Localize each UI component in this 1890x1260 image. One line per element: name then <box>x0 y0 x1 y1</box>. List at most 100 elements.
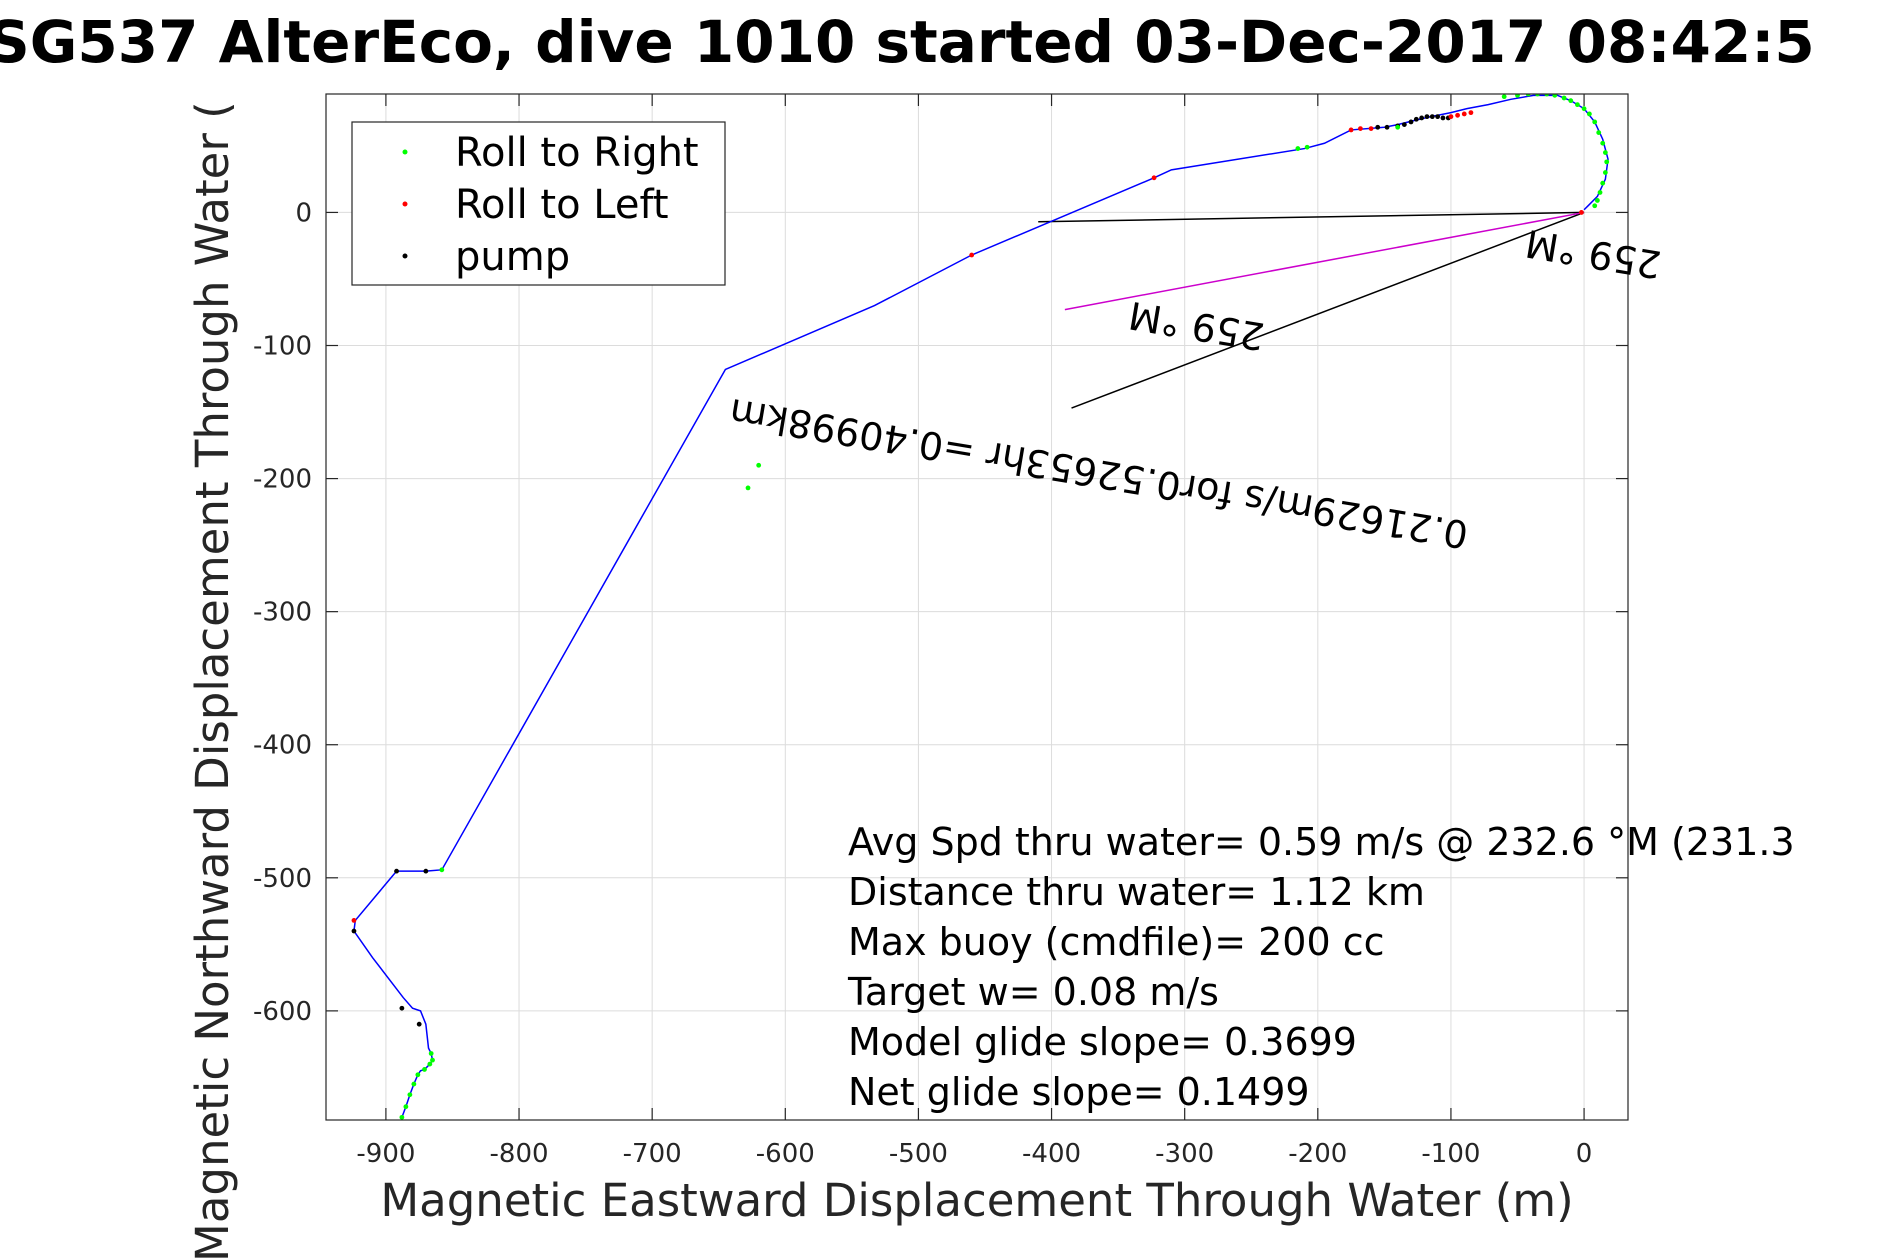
x-tick-label-1: -800 <box>490 1139 549 1169</box>
roll-right-marker-10 <box>745 485 751 491</box>
roll-right-marker-22 <box>1568 98 1574 104</box>
current-vector-line-1 <box>1071 211 1585 409</box>
roll-right-marker-1 <box>403 1104 409 1110</box>
pump-marker-3 <box>399 1005 405 1011</box>
stat-max-buoy: Max buoy (cmdfile)= 200 cc <box>848 920 1385 964</box>
roll-right-marker-14 <box>1395 124 1401 130</box>
y-tick-labels: 0 -100 -200 -300 -400 -500 -600 <box>253 198 312 1026</box>
stat-target-w: Target w= 0.08 m/s <box>847 970 1219 1014</box>
x-axis-label: Magnetic Eastward Displacement Through W… <box>380 1174 1573 1227</box>
roll-right-marker-16 <box>1515 94 1520 98</box>
legend-box <box>351 121 726 286</box>
x-tick-label-5: -400 <box>1022 1139 1081 1169</box>
roll-left-marker-5 <box>1368 126 1374 131</box>
roll-left-marker-9 <box>1468 110 1474 116</box>
y-tick-label-1: -100 <box>253 332 312 362</box>
pump-marker-8 <box>1401 122 1407 128</box>
x-tick-label-7: -200 <box>1288 1139 1347 1169</box>
plot-layer <box>351 94 1610 1120</box>
axes-box <box>325 93 1629 1121</box>
roll-right-marker-24 <box>1581 106 1587 112</box>
tick-marks <box>326 94 1628 1120</box>
stats-block: Avg Spd thru water= 0.59 m/s @ 232.6 °M … <box>847 820 1795 1114</box>
x-tick-label-9: 0 <box>1576 1139 1593 1169</box>
y-axis-label: Magnetic Northward Displacement Through … <box>186 101 239 1260</box>
y-tick-label-0: 0 <box>295 198 312 228</box>
pump-marker-0 <box>394 868 399 874</box>
roll-right-marker-31 <box>1602 170 1608 175</box>
pump-marker-14 <box>1435 114 1441 120</box>
roll-left-marker-2 <box>1151 175 1157 181</box>
current-vectors <box>1038 211 1585 409</box>
roll-right-marker-6 <box>427 1061 433 1067</box>
pump-marker-15 <box>1440 115 1446 121</box>
roll-right-marker-0 <box>399 1114 405 1120</box>
stat-model-glide: Model glide slope= 0.3699 <box>848 1020 1357 1064</box>
stat-net-glide: Net glide slope= 0.1499 <box>848 1070 1310 1114</box>
x-tick-label-3: -600 <box>756 1139 815 1169</box>
roll-right-marker-34 <box>1594 198 1600 203</box>
current-vector-line-0 <box>1038 211 1585 223</box>
roll-right-marker-7 <box>430 1057 435 1063</box>
roll-right-marker-3 <box>411 1081 417 1087</box>
roll-right-marker-30 <box>1604 159 1610 165</box>
roll-left-marker-1 <box>969 252 975 258</box>
stat-avg-speed: Avg Spd thru water= 0.59 m/s @ 232.6 °M … <box>848 820 1795 864</box>
pump-marker-2 <box>351 928 357 934</box>
roll-right-marker-29 <box>1602 150 1608 155</box>
roll-right-marker-21 <box>1561 95 1567 101</box>
current-vector-magenta <box>1064 211 1585 311</box>
x-tick-label-0: -900 <box>356 1139 415 1169</box>
pump-marker-1 <box>423 868 429 874</box>
legend-marker-roll-right <box>402 149 408 155</box>
roll-left-marker-0 <box>351 917 357 923</box>
roll-left-marker-4 <box>1358 126 1363 131</box>
legend-marker-pump <box>402 253 408 259</box>
roll-right-marker-8 <box>428 1051 434 1056</box>
pump-marker-11 <box>1419 115 1425 121</box>
roll-right-marker-12 <box>1295 146 1301 151</box>
pump-marker-4 <box>416 1021 422 1027</box>
x-tick-label-4: -500 <box>889 1139 948 1169</box>
roll-right-marker-32 <box>1600 180 1606 186</box>
roll-right-marker-25 <box>1586 111 1592 117</box>
roll-right-marker-26 <box>1592 119 1598 125</box>
pump-markers <box>351 114 1451 1027</box>
legend-marker-roll-left <box>402 201 408 207</box>
x-tick-labels: -900 -800 -700 -600 -500 -400 -300 -200 -100 0 <box>356 1139 1592 1169</box>
y-tick-label-3: -300 <box>253 598 312 628</box>
pump-marker-6 <box>1384 124 1390 130</box>
roll-left-marker-7 <box>1455 112 1460 118</box>
x-tick-label-2: -700 <box>623 1139 682 1169</box>
pump-marker-12 <box>1424 114 1430 120</box>
roll-right-marker-27 <box>1596 130 1602 135</box>
roll-right-marker-28 <box>1600 140 1606 146</box>
roll-left-marker-6 <box>1448 114 1454 120</box>
pump-marker-5 <box>1375 124 1381 130</box>
pump-marker-9 <box>1408 119 1414 125</box>
roll-right-marker-4 <box>415 1072 421 1078</box>
roll-left-marker-8 <box>1461 111 1467 117</box>
y-tick-label-5: -500 <box>253 864 312 894</box>
legend: Roll to Right Roll to Left pump <box>351 121 726 286</box>
roll-right-marker-5 <box>422 1067 427 1072</box>
pump-marker-10 <box>1413 116 1419 122</box>
legend-label-roll-left: Roll to Left <box>455 182 669 228</box>
chart-title: SG537 AlterEco, dive 1010 started 03-Dec… <box>0 8 1815 76</box>
y-tick-label-6: -600 <box>253 997 312 1027</box>
legend-label-roll-right: Roll to Right <box>455 130 699 176</box>
legend-label-pump: pump <box>455 234 570 280</box>
roll-right-marker-15 <box>1501 94 1507 100</box>
roll-right-marker-23 <box>1575 102 1580 108</box>
roll-right-marker-35 <box>1592 203 1598 209</box>
y-tick-label-4: -400 <box>253 731 312 761</box>
roll-right-marker-11 <box>756 462 762 468</box>
x-tick-label-8: -100 <box>1421 1139 1480 1169</box>
roll-left-markers <box>351 110 1584 923</box>
pump-marker-13 <box>1429 114 1435 120</box>
roll-right-marker-20 <box>1552 94 1558 98</box>
roll-left-marker-3 <box>1348 127 1354 133</box>
roll-right-marker-33 <box>1597 190 1603 195</box>
stat-distance: Distance thru water= 1.12 km <box>848 870 1425 914</box>
